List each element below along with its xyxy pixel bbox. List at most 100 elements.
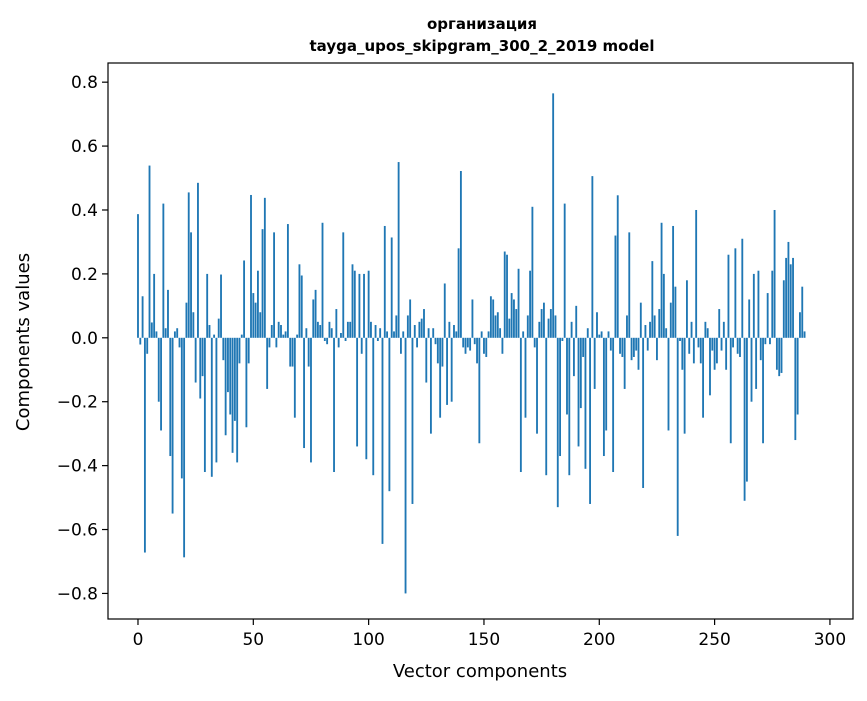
y-tick-label: 0.0 [71,329,98,349]
bar [644,325,647,338]
bar [335,309,338,338]
bar [423,309,425,338]
bar [706,328,709,338]
bar [162,203,165,338]
bar [413,325,416,338]
bar [208,325,211,338]
bar [448,321,451,338]
bar [692,337,695,364]
bar [628,232,631,338]
bar [681,337,684,370]
bar [257,270,259,338]
bar [552,93,555,338]
bar [704,321,707,338]
bar [346,321,349,338]
bar [289,337,292,367]
bar [277,321,280,338]
bar [388,337,391,492]
bar [316,321,319,338]
bar [215,337,218,463]
bar [183,337,186,558]
bar [801,286,804,338]
bar [591,176,594,338]
bar [427,328,430,338]
bar [494,315,497,338]
bar [720,337,723,351]
bar [342,232,345,338]
bar [259,312,262,338]
bar [275,337,278,348]
bar [459,171,462,338]
bar [141,296,144,338]
bar [683,337,686,434]
bar [769,337,771,345]
bar [434,337,437,345]
bar [222,337,225,361]
bar [266,337,269,389]
bar [298,264,301,338]
bar [561,337,564,341]
bar [792,257,794,338]
bar [360,337,363,354]
bar [199,337,202,399]
y-tick-label: 0.8 [71,73,98,93]
bar [660,222,663,338]
bar [745,337,748,482]
plot-frame [107,62,854,620]
bar [397,162,400,338]
bar [639,302,642,338]
x-tick-label: 200 [583,630,615,650]
bar [243,260,246,338]
bar [363,273,365,338]
bar [543,302,545,338]
bar [566,337,568,415]
bar [715,337,718,364]
chart-title-line-1: организация [427,15,537,33]
bar [455,331,458,338]
bar [667,337,670,431]
bar [780,337,783,373]
bar [379,328,382,338]
bar [540,309,543,338]
bar [238,337,241,364]
bar [439,337,442,418]
bar [651,261,654,338]
bar [549,309,552,338]
bar [210,337,213,477]
bar [674,286,677,338]
bar [418,321,421,338]
bar [139,337,142,345]
bar [709,337,711,396]
bar [411,337,414,504]
bar [547,318,550,338]
bar [469,337,472,351]
bar [637,337,640,370]
bar [340,333,342,338]
bar [711,337,714,351]
bar [356,337,359,447]
bar [296,334,299,338]
bar [782,280,785,338]
bar [741,238,744,338]
bar [616,195,619,338]
bar [538,321,541,338]
bar [506,254,508,338]
bar [739,337,741,357]
bar [729,337,732,444]
bar [185,302,188,338]
bar [750,337,753,402]
bar [432,328,435,338]
bar [247,337,250,364]
bar [314,289,317,338]
bar [690,321,693,338]
bar [471,299,474,338]
y-axis-label: Components values [13,253,34,431]
bar [372,337,375,476]
bar [623,337,626,389]
bar [536,337,538,434]
bar [273,232,275,338]
bar [796,337,799,415]
bar [676,337,679,536]
bar [600,331,603,338]
